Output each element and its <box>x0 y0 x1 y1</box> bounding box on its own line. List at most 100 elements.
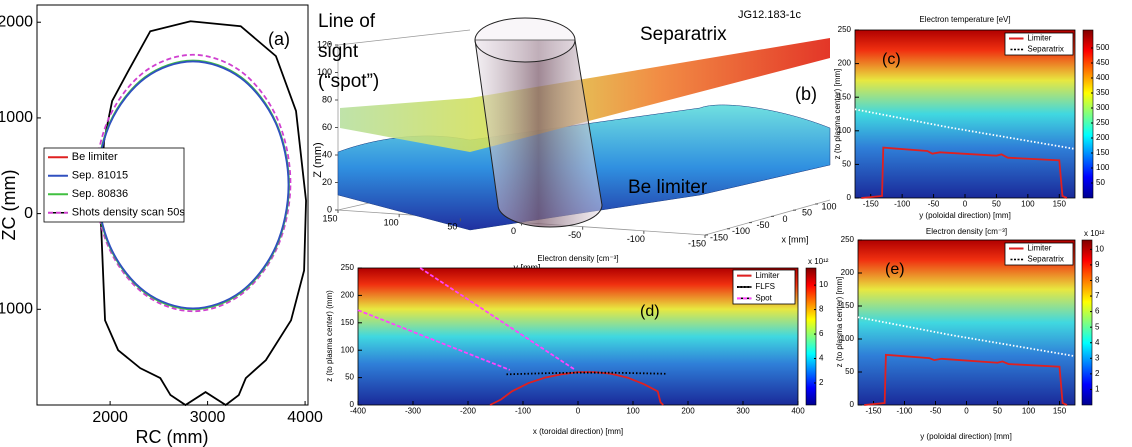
x-tick-label: -400 <box>350 407 367 416</box>
z-tick-label: 20 <box>322 177 332 187</box>
y-tick-label: 150 <box>841 301 855 310</box>
x-tick-label: 50 <box>802 208 812 218</box>
colorbar-tick-label: 300 <box>1096 103 1110 112</box>
y-tick-label: 100 <box>841 334 855 343</box>
panel-label: (c) <box>882 51 901 68</box>
y-tick-label: 150 <box>322 213 337 223</box>
colorbar-tick-label: 9 <box>1095 260 1100 269</box>
y-tick-label: 200 <box>341 291 355 300</box>
colorbar-tick-label: 150 <box>1096 148 1110 157</box>
z-axis-label: Z (mm) <box>312 142 324 177</box>
chart-title: Electron density [cm⁻³] <box>537 254 618 263</box>
y-tick-label: -100 <box>627 234 645 244</box>
panel-label: (a) <box>268 29 290 49</box>
profile-line <box>506 371 667 376</box>
y-tick-label: 100 <box>341 345 355 354</box>
colorbar-tick-label: 1 <box>1095 385 1100 394</box>
x-tick-label: 3000 <box>190 409 226 426</box>
y-tick-label: 200 <box>838 59 852 68</box>
annotation: (“spot”) <box>318 71 379 92</box>
x-tick-label: 0 <box>963 200 968 209</box>
panel-b-drawing: Line of sight (“spot”) Separatrix Be lim… <box>312 9 831 272</box>
y-tick-label: 0 <box>847 193 852 202</box>
y-tick-label: 100 <box>384 218 399 228</box>
colorbar-tick-label: 10 <box>1095 244 1104 253</box>
legend-label: Sep. 81015 <box>72 170 128 182</box>
x-tick-label: 150 <box>1053 200 1067 209</box>
colorbar-tick-label: 2 <box>819 378 824 387</box>
x-axis-label: RC (mm) <box>136 427 209 447</box>
x-tick-label: 4000 <box>287 409 323 426</box>
colorbar-tick-label: 8 <box>819 305 824 314</box>
colorbar-tick-label: 4 <box>819 354 824 363</box>
x-tick-label: -50 <box>930 407 942 416</box>
y-axis-label: z (to plasma center) [mm] <box>833 69 842 160</box>
legend-label: Separatrix <box>1027 255 1063 264</box>
x-axis-label: y (poloidal direction) [mm] <box>920 432 1012 441</box>
colorbar-tick-label: 100 <box>1096 163 1110 172</box>
z-tick-label: 100 <box>317 67 332 77</box>
y-tick-label: 0 <box>24 205 33 222</box>
y-tick-label: 250 <box>841 235 855 244</box>
x-tick-label: 100 <box>1021 200 1035 209</box>
heatmap-field <box>855 30 1075 198</box>
panel-label: (b) <box>795 84 817 104</box>
y-tick-label: 2000 <box>0 13 33 30</box>
y-tick-label: 100 <box>838 126 852 135</box>
z-tick-label: 120 <box>317 39 332 49</box>
colorbar-tick-label: 250 <box>1096 118 1110 127</box>
heatmap-field <box>358 268 798 405</box>
profile-line <box>489 371 664 406</box>
colorbar <box>1082 29 1094 199</box>
colorbar-tick-label: 500 <box>1096 43 1110 52</box>
x-tick-label: 0 <box>964 407 969 416</box>
y-tick-label: 0 <box>350 400 355 409</box>
y-tick-label: -50 <box>568 230 581 240</box>
x-tick-label: 50 <box>992 200 1001 209</box>
x-tick-label: -150 <box>865 407 882 416</box>
chart-title: Electron temperature [eV] <box>919 15 1010 24</box>
annotation: Be limiter <box>628 177 708 198</box>
z-tick-label: 60 <box>322 122 332 132</box>
x-tick-label: 100 <box>1022 407 1036 416</box>
colorbar-tick-label: 8 <box>1095 276 1100 285</box>
colorbar-tick-label: 50 <box>1096 178 1105 187</box>
y-tick-label: −1000 <box>0 301 33 318</box>
legend-label: Spot <box>755 293 772 302</box>
heatmap-field <box>858 240 1075 405</box>
colorbar-tick-label: 2 <box>1095 369 1100 378</box>
x-tick-label: 100 <box>821 201 836 211</box>
y-tick-label: 50 <box>845 367 854 376</box>
x-tick-label: -100 <box>515 407 532 416</box>
separatrix-surface <box>340 38 830 152</box>
sight-cylinder-top <box>474 17 576 63</box>
y-tick-label: 50 <box>447 222 457 232</box>
colorbar-label: x 10¹² <box>808 257 829 266</box>
x-axis-label: y (poloidal direction) [mm] <box>919 211 1011 220</box>
y-axis-label: z (to plasma center) [mm] <box>835 277 844 368</box>
panel-label: (d) <box>640 303 660 320</box>
legend-label: Shots density scan 50s <box>72 207 186 219</box>
x-tick-label: -300 <box>405 407 422 416</box>
z-tick-label: 80 <box>322 94 332 104</box>
annotation: Line of <box>318 11 376 32</box>
sight-cylinder <box>474 39 603 228</box>
x-tick-label: 200 <box>681 407 695 416</box>
colorbar-tick-label: 6 <box>819 329 824 338</box>
x-tick-label: -50 <box>756 220 769 230</box>
panel-label: (e) <box>885 261 905 278</box>
y-axis-label: y [mm] <box>514 262 541 272</box>
x-tick-label: 100 <box>626 407 640 416</box>
legend-label: Sep. 80836 <box>72 188 128 200</box>
x-tick-label: 150 <box>1053 407 1067 416</box>
x-tick-label: -200 <box>460 407 477 416</box>
x-tick-label: 50 <box>993 407 1002 416</box>
colorbar-tick-label: 7 <box>1095 291 1100 300</box>
legend-label: Be limiter <box>72 151 118 163</box>
x-axis-label: x (toroidal direction) [mm] <box>533 427 623 436</box>
y-tick-label: 250 <box>838 25 852 34</box>
y-axis-label: ZC (mm) <box>0 170 19 241</box>
annotation: sight <box>318 41 359 62</box>
colorbar-tick-label: 6 <box>1095 307 1100 316</box>
legend-label: Limiter <box>1027 34 1051 43</box>
